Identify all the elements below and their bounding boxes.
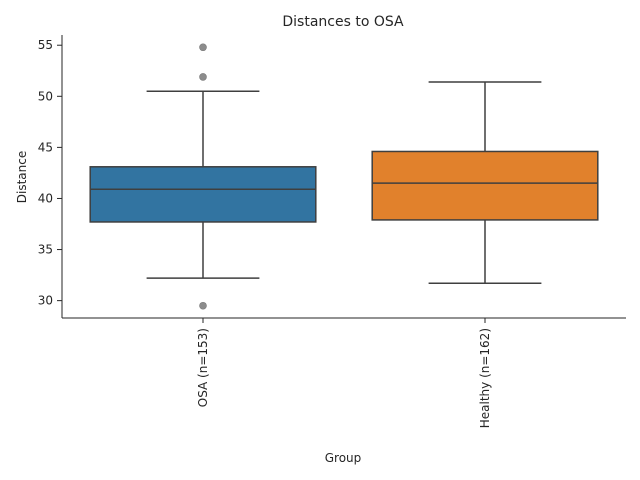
x-tick-label: Healthy (n=162)	[478, 328, 492, 428]
x-tick-label: OSA (n=153)	[196, 328, 210, 407]
y-tick-label: 50	[38, 89, 53, 103]
y-tick-label: 55	[38, 38, 53, 52]
outlier-point	[199, 43, 207, 52]
iqr-box	[89, 166, 317, 223]
y-tick-label: 45	[38, 140, 53, 154]
x-ticks: OSA (n=153) Healthy (n=162)	[196, 318, 492, 428]
y-tick-label: 30	[38, 294, 53, 308]
y-tick-label: 35	[38, 243, 53, 257]
y-axis-label: Distance	[15, 151, 29, 203]
y-ticks: 30 35 40 45 50 55	[38, 38, 62, 308]
box-group	[89, 43, 317, 310]
y-tick-label: 40	[38, 191, 53, 205]
box-group	[371, 81, 599, 285]
outlier-point	[199, 73, 207, 81]
chart-title: Distances to OSA	[282, 14, 404, 30]
boxes-layer	[89, 43, 599, 310]
iqr-box	[371, 150, 599, 221]
x-axis-label: Group	[325, 451, 362, 465]
outlier-point	[199, 301, 207, 310]
